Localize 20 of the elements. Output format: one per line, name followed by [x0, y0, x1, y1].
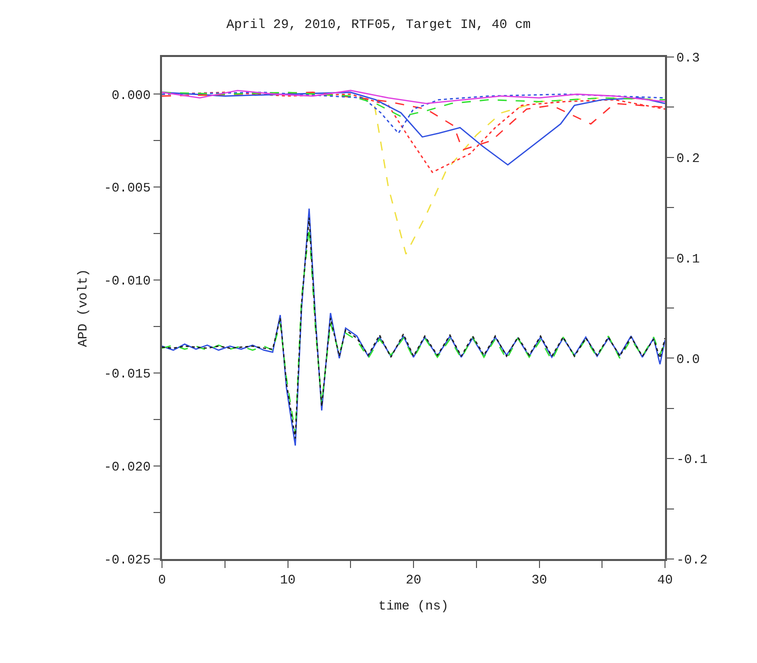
y-axis-title: APD (volt): [75, 268, 90, 348]
x-tick-label: 10: [280, 572, 296, 588]
x-tick-label: 30: [531, 572, 548, 588]
y2-tick-label: 0.1: [676, 251, 700, 266]
chart-title: April 29, 2010, RTF05, Target IN, 40 cm: [226, 16, 531, 32]
y-tick-label: -0.015: [104, 366, 151, 382]
y-tick-label: -0.020: [104, 460, 151, 475]
x-tick-label: 0: [158, 572, 166, 588]
x-axis-title: time (ns): [378, 598, 449, 614]
x-tick-label: 40: [657, 572, 673, 588]
y2-tick-label: 0.3: [676, 50, 700, 66]
y2-tick-label: 0.2: [676, 150, 700, 166]
y-tick-label: 0.000: [112, 88, 151, 103]
y-tick-label: -0.025: [104, 552, 151, 568]
y-tick-label: -0.010: [104, 274, 151, 289]
y2-tick-label: -0.1: [676, 452, 708, 468]
y2-tick-label: -0.2: [676, 552, 708, 568]
x-tick-label: 20: [406, 572, 422, 588]
y-tick-label: -0.005: [104, 180, 151, 196]
y2-tick-label: 0.0: [676, 352, 700, 367]
